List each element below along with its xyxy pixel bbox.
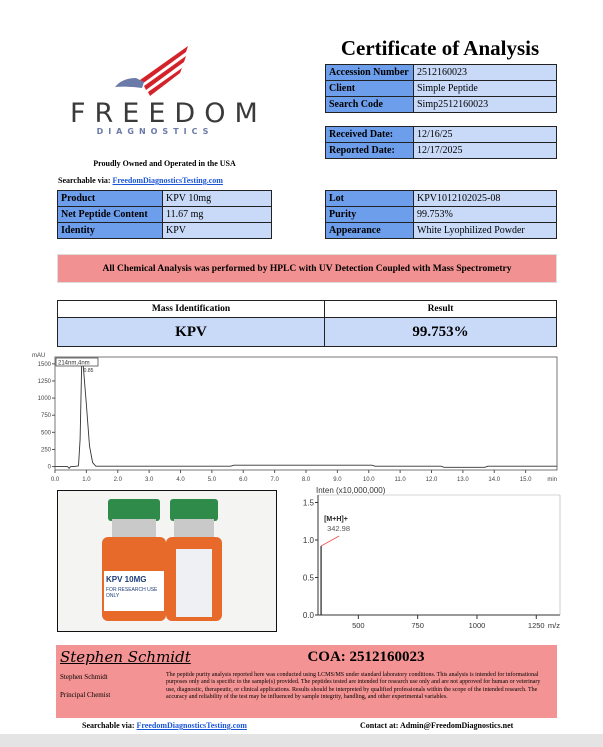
disclaimer: The peptide purity analysis reported her… [166, 672, 541, 700]
mass-table: Mass Identification Result KPV 99.753% [57, 300, 557, 347]
x-tick-label: 2.0 [114, 477, 123, 483]
x-tick-label: 1000 [469, 621, 486, 630]
mass-spectrum: Inten (x10,000,000) 0.0 0.5 1.0 1.5 500 750 100… [303, 486, 561, 630]
x-tick-label: 4.0 [176, 477, 185, 483]
legend-label: 214nm,4nm [58, 361, 90, 367]
x-axis-label: m/z [548, 621, 560, 630]
coa-number: COA: 2512160023 [307, 649, 425, 665]
peak-label: 342.98 [327, 524, 350, 533]
x-axis-label: min [547, 477, 557, 483]
y-tick-label: 1.5 [303, 499, 315, 508]
x-tick-label: 1250 [528, 621, 545, 630]
logo-subtitle: DIAGNOSTICS [96, 127, 214, 136]
page-title: Certificate of Analysis [340, 36, 540, 60]
peak-leader [320, 535, 340, 547]
lot-table: Lot KPV1012102025-08 Purity 99.753% Appear… [325, 190, 557, 239]
x-tick-label: 15.0 [520, 477, 532, 483]
y-tick-label: 750 [41, 413, 52, 419]
peak-annotation: [M+H]+ [324, 516, 348, 523]
hplc-chromatogram: mAU 0 250 500 750 1000 1250 1500 0.0 1.0 2.0 3.0 4.0… [32, 353, 558, 483]
x-tick-label: 750 [411, 621, 424, 630]
x-tick-label: 0.0 [51, 477, 60, 483]
chemist-name: Stephen Schmidt [60, 673, 108, 681]
x-tick-label: 8.0 [302, 477, 311, 483]
x-tick-label: 14.0 [488, 477, 500, 483]
product-photo: KPV 10MG FOR RESEARCH USE ONLY [57, 490, 277, 632]
x-tick-label: 3.0 [145, 477, 154, 483]
x-tick-label: 9.0 [333, 477, 342, 483]
y-tick-label: 1250 [38, 379, 52, 385]
x-tick-label: 11.0 [395, 477, 407, 483]
x-tick-label: 1.0 [82, 477, 91, 483]
chromatogram-trace [55, 362, 557, 469]
method-banner: All Chemical Analysis was performed by H… [57, 254, 557, 283]
x-tick-label: 10.0 [363, 477, 375, 483]
x-tick-label: 6.0 [239, 477, 248, 483]
peak-label: 0.85 [84, 368, 94, 374]
x-tick-label: 500 [352, 621, 365, 630]
footer-searchable: Searchable via: FreedomDiagnosticsTestin… [82, 721, 247, 730]
x-tick-label: 7.0 [270, 477, 279, 483]
searchable-via: Searchable via: FreedomDiagnosticsTestin… [58, 176, 223, 185]
y-tick-label: 1.0 [303, 536, 315, 545]
mass-identity: KPV [58, 318, 325, 346]
signature: Stephen Schmidt [60, 648, 191, 666]
axes [317, 495, 560, 616]
website-link[interactable]: FreedomDiagnosticsTesting.com [112, 176, 223, 185]
chemist-role: Principal Chemist [60, 691, 111, 699]
y-tick-label: 1000 [38, 396, 52, 402]
footer-panel: Stephen Schmidt COA: 2512160023 Stephen … [56, 645, 557, 718]
y-axis-label: mAU [32, 353, 45, 359]
tagline: Proudly Owned and Operated in the USA [93, 159, 236, 168]
contact-info: Contact at: Admin@FreedomDiagnostics.net [360, 721, 514, 730]
product-table: Product KPV 10mg Net Peptide Content 11.67… [57, 190, 272, 239]
mass-result: 99.753% [412, 323, 469, 340]
footer-website-link[interactable]: FreedomDiagnosticsTesting.com [136, 721, 247, 730]
x-tick-label: 5.0 [208, 477, 217, 483]
logo-name: FREEDOM [70, 98, 267, 129]
y-tick-label: 1500 [38, 362, 52, 368]
x-tick-label: 13.0 [457, 477, 469, 483]
y-tick-label: 0 [48, 465, 52, 471]
y-tick-label: 0.5 [303, 574, 315, 583]
bottom-strip [0, 734, 603, 747]
y-tick-label: 250 [41, 447, 52, 453]
info-table: Accession Number 2512160023 Client Simple … [325, 64, 557, 113]
legend-box [55, 357, 99, 367]
eagle-flag-logo-icon [115, 46, 188, 96]
x-tick-label: 12.0 [426, 477, 438, 483]
dates-table: Received Date: 12/16/25 Reported Date: 12/… [325, 126, 557, 159]
chart-title: Inten (x10,000,000) [316, 486, 386, 495]
plot-frame [54, 356, 558, 471]
y-tick-label: 0.0 [303, 611, 315, 620]
y-tick-label: 500 [41, 430, 52, 436]
